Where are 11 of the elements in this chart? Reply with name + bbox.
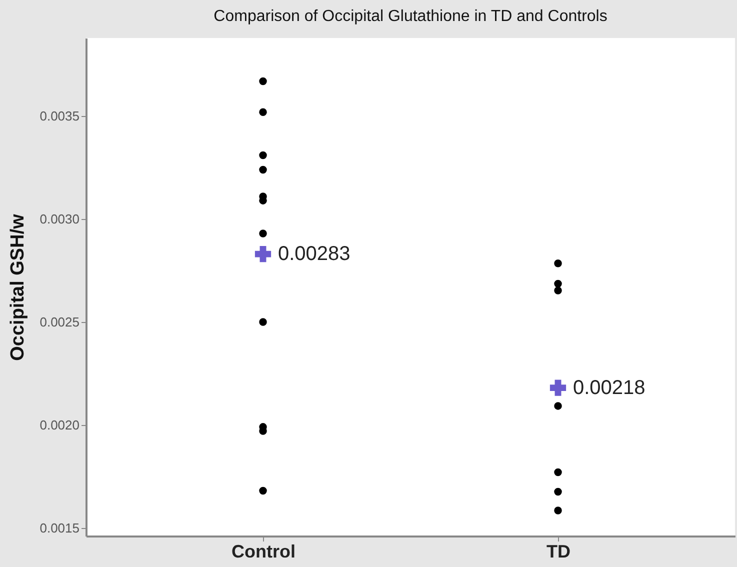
x-tick-label: TD [546,542,570,562]
y-tick-label: 0.0015 [40,520,80,536]
y-axis-title: Occipital GSH/w [8,214,29,361]
y-tick-label: 0.0035 [40,108,80,124]
x-tick-label: Control [232,542,296,562]
chart-title: Comparison of Occipital Glutathione in TD and Controls [214,8,608,25]
y-tick-label: 0.0025 [40,314,80,330]
data-label: 0.00218 [573,376,646,399]
y-tick-label: 0.0020 [40,417,80,432]
y-tick-label: 0.0030 [40,212,80,227]
data-label: 0.00283 [278,243,350,266]
